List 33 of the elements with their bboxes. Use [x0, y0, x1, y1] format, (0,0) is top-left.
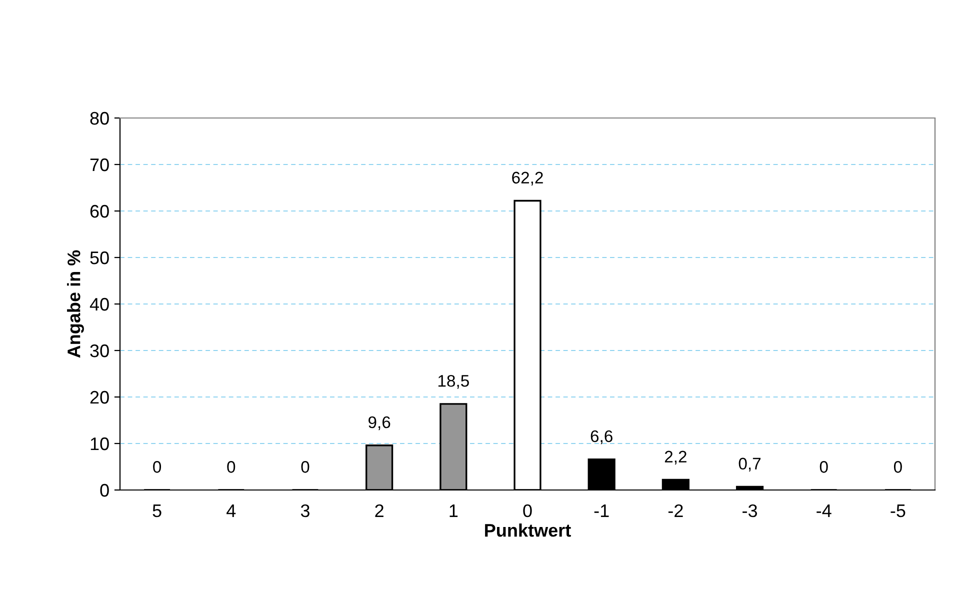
x-tick-label: -5	[890, 504, 906, 518]
y-tick-label: 50	[90, 251, 109, 264]
x-tick-label: 5	[152, 504, 162, 518]
y-tick-label: 10	[90, 437, 109, 450]
data-label: 62,2	[512, 172, 543, 186]
data-label: 0	[894, 461, 902, 473]
data-label: 0	[227, 461, 236, 473]
y-tick-label: 60	[90, 204, 109, 218]
x-tick-label: -3	[742, 504, 758, 518]
x-tick-label: 2	[375, 504, 384, 517]
y-tick-label: 0	[100, 484, 109, 497]
y-tick-label: 30	[90, 344, 109, 358]
y-tick-label: 70	[90, 158, 109, 172]
y-tick-label: 20	[90, 390, 109, 404]
x-tick-label: 4	[226, 504, 236, 517]
y-tick-label: 80	[90, 112, 109, 125]
data-label: 18,5	[438, 374, 469, 389]
x-tick-label: 3	[300, 504, 310, 518]
data-label: 6,6	[590, 430, 612, 444]
x-tick-label: 1	[450, 504, 458, 517]
x-axis-title: Punktwert	[485, 524, 571, 537]
data-label: 2,2	[664, 450, 686, 465]
data-label: 0	[153, 461, 162, 473]
data-label: 0	[820, 461, 828, 473]
y-axis-title: Angabe in %	[67, 250, 84, 358]
x-tick-label: -1	[594, 504, 609, 517]
data-label: 0	[301, 461, 310, 473]
y-tick-label: 40	[90, 298, 109, 311]
x-tick-label: -2	[668, 504, 683, 517]
x-tick-label: 0	[523, 504, 532, 518]
data-label: 0,7	[738, 458, 761, 472]
x-tick-label: -4	[816, 504, 832, 517]
data-label: 9,6	[368, 416, 390, 430]
